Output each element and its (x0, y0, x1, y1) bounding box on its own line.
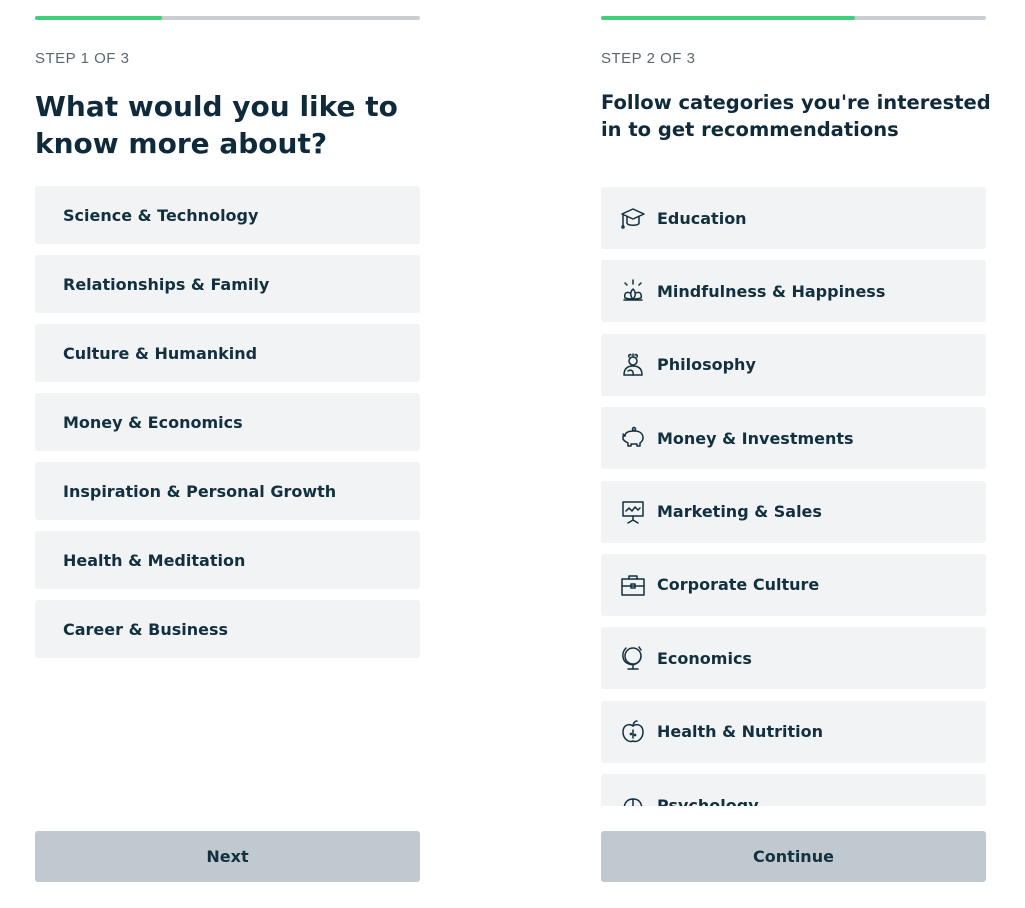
graduation-cap-icon (619, 204, 647, 232)
topic-item[interactable]: Money & Economics (35, 393, 420, 451)
category-label: Corporate Culture (657, 575, 820, 595)
category-label: Philosophy (657, 355, 756, 375)
topic-label: Money & Economics (63, 412, 243, 432)
lotus-icon (619, 277, 647, 305)
next-button[interactable]: Next (35, 831, 420, 882)
topic-item[interactable]: Career & Business (35, 600, 420, 658)
presentation-board-icon (619, 498, 647, 526)
topic-label: Inspiration & Personal Growth (63, 481, 337, 501)
step1-panel: STEP 1 OF 3 What would you like to know … (35, 0, 420, 908)
briefcase-icon (619, 571, 647, 599)
apple-icon (619, 718, 647, 746)
topic-label: Career & Business (63, 619, 228, 639)
globe-icon (619, 644, 647, 672)
page-title: What would you like to know more about? (35, 90, 398, 160)
category-item[interactable]: Money & Investments (601, 407, 986, 470)
brain-icon (619, 791, 647, 806)
topic-label: Health & Meditation (63, 550, 246, 570)
category-label: Money & Investments (657, 428, 854, 448)
step2-panel: STEP 2 OF 3 Follow categories you're int… (601, 0, 991, 908)
topic-item[interactable]: Health & Meditation (35, 531, 420, 589)
category-label: Economics (657, 648, 752, 668)
category-item[interactable]: Economics (601, 627, 986, 690)
continue-button[interactable]: Continue (601, 831, 986, 882)
step-label: STEP 2 OF 3 (601, 50, 696, 67)
topic-label: Culture & Humankind (63, 343, 258, 363)
category-item[interactable]: Health & Nutrition (601, 700, 986, 763)
topic-item[interactable]: Relationships & Family (35, 255, 420, 313)
category-label: Mindfulness & Happiness (657, 281, 886, 301)
category-label: Marketing & Sales (657, 502, 822, 522)
page-title: Follow categories you're interested in t… (601, 91, 991, 141)
progress-bar (601, 16, 986, 20)
category-item[interactable]: Psychology (601, 774, 986, 806)
topic-item[interactable]: Culture & Humankind (35, 324, 420, 382)
topic-item[interactable]: Inspiration & Personal Growth (35, 462, 420, 520)
category-item[interactable]: Corporate Culture (601, 553, 986, 616)
thinker-icon (619, 351, 647, 379)
category-label: Psychology (657, 795, 759, 806)
topic-label: Science & Technology (63, 205, 259, 225)
topic-label: Relationships & Family (63, 274, 270, 294)
category-label: Health & Nutrition (657, 722, 823, 742)
progress-bar (35, 16, 420, 20)
progress-fill (601, 16, 856, 20)
category-item[interactable]: Philosophy (601, 333, 986, 396)
category-item[interactable]: Education (601, 187, 986, 249)
piggy-bank-icon (619, 424, 647, 452)
category-list[interactable]: Education Mindfulness & Happiness Philosop… (601, 187, 986, 806)
topic-item[interactable]: Science & Technology (35, 186, 420, 244)
topic-list: Science & Technology Relationships & Fami… (35, 186, 420, 669)
category-label: Education (657, 208, 747, 228)
progress-fill (35, 16, 163, 20)
step-label: STEP 1 OF 3 (35, 50, 130, 67)
category-item[interactable]: Marketing & Sales (601, 480, 986, 543)
category-item[interactable]: Mindfulness & Happiness (601, 260, 986, 323)
